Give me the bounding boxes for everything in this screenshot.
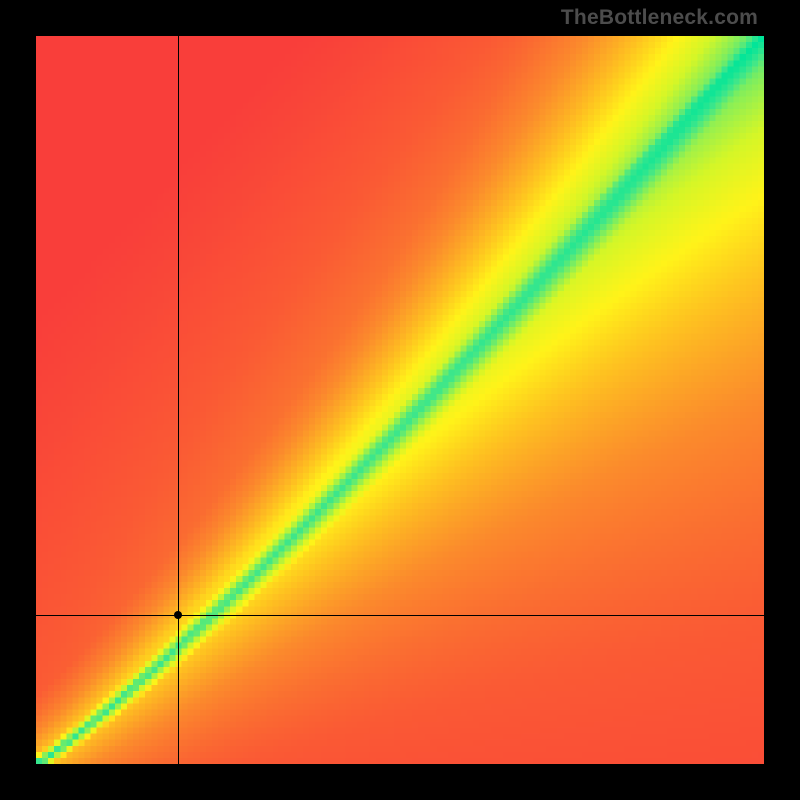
watermark-text: TheBottleneck.com — [561, 6, 758, 30]
crosshair-dot — [174, 611, 182, 619]
bottleneck-heatmap — [36, 36, 764, 764]
crosshair-horizontal — [36, 615, 764, 616]
crosshair-vertical — [178, 36, 179, 764]
heatmap-canvas — [36, 36, 764, 764]
